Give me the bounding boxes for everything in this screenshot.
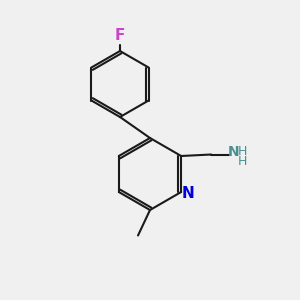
Text: N: N	[182, 186, 194, 201]
Text: N: N	[228, 145, 239, 158]
Text: H: H	[237, 145, 247, 158]
Text: H: H	[237, 154, 247, 168]
Text: F: F	[115, 28, 125, 43]
